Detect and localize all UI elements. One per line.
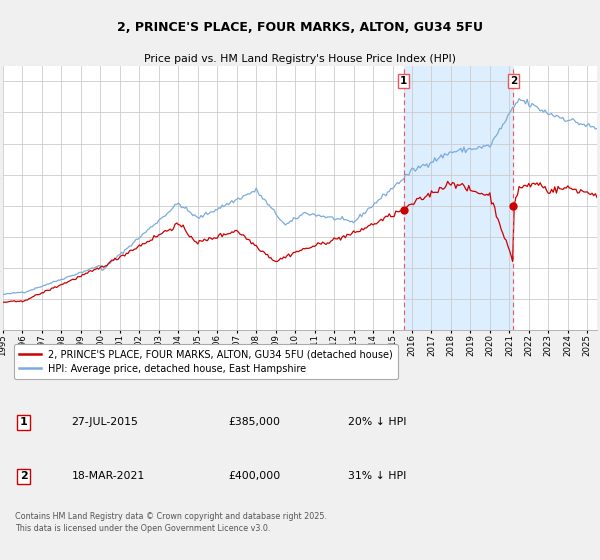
Text: Price paid vs. HM Land Registry's House Price Index (HPI): Price paid vs. HM Land Registry's House … [144,54,456,64]
Text: 2: 2 [20,472,28,481]
Legend: 2, PRINCE'S PLACE, FOUR MARKS, ALTON, GU34 5FU (detached house), HPI: Average pr: 2, PRINCE'S PLACE, FOUR MARKS, ALTON, GU… [14,344,398,380]
Text: £385,000: £385,000 [229,417,281,427]
Text: 18-MAR-2021: 18-MAR-2021 [71,472,145,481]
Bar [404,66,514,330]
Text: 27-JUL-2015: 27-JUL-2015 [71,417,138,427]
Text: Contains HM Land Registry data © Crown copyright and database right 2025.
This d: Contains HM Land Registry data © Crown c… [15,512,327,534]
Text: 20% ↓ HPI: 20% ↓ HPI [347,417,406,427]
Text: 1: 1 [20,417,28,427]
Text: £400,000: £400,000 [229,472,281,481]
Text: 2: 2 [510,76,517,86]
Text: 2, PRINCE'S PLACE, FOUR MARKS, ALTON, GU34 5FU: 2, PRINCE'S PLACE, FOUR MARKS, ALTON, GU… [117,21,483,34]
Text: 31% ↓ HPI: 31% ↓ HPI [347,472,406,481]
Text: 1: 1 [400,76,407,86]
